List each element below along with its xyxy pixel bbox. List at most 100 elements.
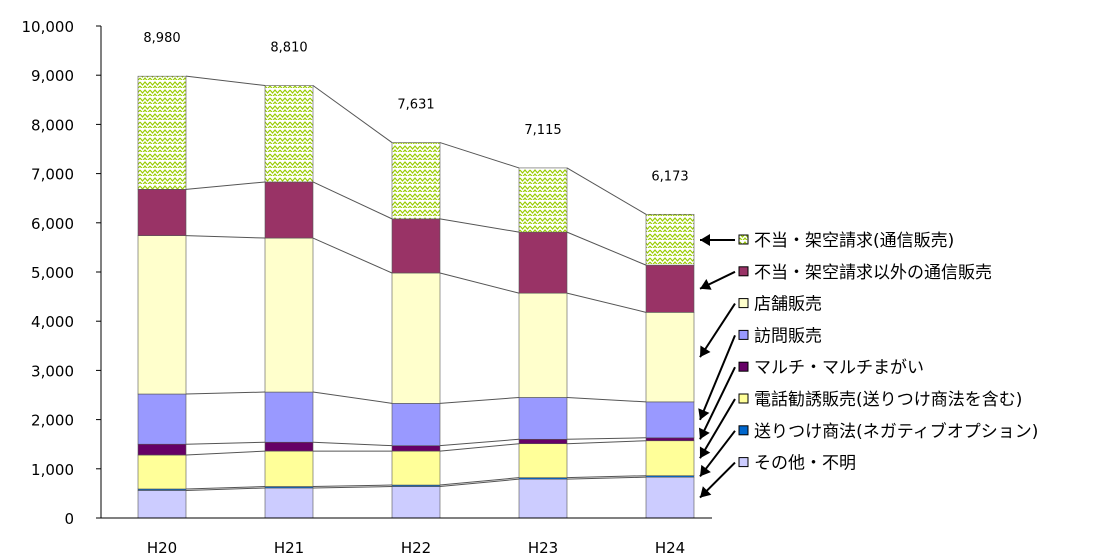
series-connector-line — [439, 443, 520, 452]
legend-arrow-head — [698, 427, 710, 440]
bar-segment — [264, 391, 314, 443]
series-connector-line — [439, 438, 520, 447]
legend-label: マルチ・マルチまがい — [754, 358, 924, 378]
series-connector-line — [439, 396, 520, 404]
bar-segment — [645, 213, 695, 266]
bar-segment — [264, 237, 314, 393]
bar-segment — [264, 441, 314, 452]
legend-label: 電話勧誘販売(送りつけ商法を含む) — [754, 390, 1022, 410]
series-connector-line — [185, 441, 266, 445]
series-connector-line — [312, 484, 393, 488]
series-connector-line — [566, 396, 647, 403]
y-tick-label: 9,000 — [31, 67, 74, 85]
legend-arrow-head — [700, 234, 710, 246]
legend-swatch — [738, 361, 749, 372]
bar-segment — [518, 478, 568, 519]
legend-swatch — [738, 393, 749, 404]
series-connector-line — [185, 235, 266, 239]
legend-label: 不当・架空請求(通信販売) — [754, 231, 954, 251]
series-connector-line — [312, 237, 393, 274]
series-connector-line — [566, 231, 647, 266]
bar-segment — [391, 403, 441, 446]
x-tick-label: H20 — [147, 539, 177, 557]
legend-swatch — [738, 329, 749, 340]
legend-arrow-head — [699, 446, 711, 459]
x-tick-label: H21 — [274, 539, 304, 557]
bar-segment — [391, 486, 441, 519]
total-data-label: 8,810 — [270, 41, 307, 56]
bar-segment — [264, 85, 314, 183]
bar-segment — [137, 490, 187, 519]
bar-segment — [391, 450, 441, 486]
y-tick-label: 0 — [64, 510, 74, 528]
y-tick-label: 4,000 — [31, 313, 74, 331]
series-connector-line — [185, 487, 266, 491]
series-connector-line — [185, 391, 266, 395]
legend-label: 送りつけ商法(ネガティブオプション) — [754, 421, 1038, 442]
y-axis: 0 1,000 2,000 3,000 4,000 5,000 6,000 7,000 8,00… — [22, 18, 102, 528]
series-connector-line — [439, 478, 520, 488]
series-connector-line — [566, 292, 647, 313]
total-data-label: 7,115 — [524, 123, 561, 138]
bar-segment — [645, 401, 695, 439]
total-labels: 8,980 8,810 7,631 7,115 6,173 — [143, 31, 688, 184]
bar-segment — [391, 445, 441, 452]
x-axis: H20 H21 H22 H23 H24 — [101, 517, 712, 557]
series-connector-line — [312, 391, 393, 404]
bar-segment — [391, 142, 441, 220]
bar-segment — [391, 218, 441, 274]
y-tick-label: 1,000 — [31, 461, 74, 479]
legend-label: 店舗販売 — [754, 295, 822, 315]
y-tick-label: 7,000 — [31, 166, 74, 184]
series-connector-line — [566, 167, 647, 215]
series-connector-line — [312, 441, 393, 447]
legend-swatch — [738, 457, 749, 468]
legend-arrow-head — [698, 408, 710, 420]
legend-arrow-head — [700, 278, 712, 290]
bar-segment — [264, 181, 314, 239]
bar-segment — [137, 393, 187, 445]
bar-segment — [645, 312, 695, 403]
total-data-label: 6,173 — [651, 169, 688, 184]
legend-swatch — [738, 234, 749, 245]
legend-swatch — [738, 298, 749, 309]
series-connector-line — [185, 486, 266, 490]
legend-arrow-line — [699, 335, 736, 421]
series-connector-line — [566, 440, 647, 445]
legend-label: 訪問販売 — [754, 326, 822, 346]
bar-segment — [264, 487, 314, 519]
legend-arrow-head — [700, 345, 711, 358]
x-tick-label: H22 — [401, 539, 431, 557]
bar-segment — [645, 440, 695, 476]
bar-segment — [264, 450, 314, 487]
series-connector-line — [439, 142, 520, 169]
bar-segment — [518, 438, 568, 445]
series-connector-line — [439, 477, 520, 486]
bar-segment — [137, 443, 187, 456]
series-connector-line — [566, 475, 647, 479]
bar-segment — [137, 75, 187, 190]
y-tick-label: 3,000 — [31, 362, 74, 380]
series-connector-line — [439, 218, 520, 233]
bar-segment — [518, 231, 568, 294]
bars — [137, 75, 695, 519]
x-tick-label: H23 — [528, 539, 558, 557]
bar-segment — [137, 189, 187, 236]
legend-arrow-line — [699, 366, 736, 440]
legend-arrow-line — [699, 303, 736, 358]
bar-segment — [645, 437, 695, 442]
bar-segment — [645, 264, 695, 313]
series-connector-line — [185, 450, 266, 456]
bar-segment — [645, 476, 695, 519]
total-data-label: 8,980 — [143, 31, 180, 46]
series-connector-line — [439, 272, 520, 294]
bar-segment — [518, 443, 568, 478]
legend-label: 不当・架空請求以外の通信販売 — [754, 263, 992, 283]
series-connector-lines — [185, 75, 647, 491]
legend: 不当・架空請求(通信販売) 不当・架空請求以外の通信販売店舗販売訪問販売マルチ・マ… — [698, 231, 1038, 499]
series-connector-line — [566, 476, 647, 480]
y-tick-label: 10,000 — [22, 18, 75, 36]
legend-label: その他・不明 — [754, 454, 856, 474]
y-tick-label: 5,000 — [31, 264, 74, 282]
